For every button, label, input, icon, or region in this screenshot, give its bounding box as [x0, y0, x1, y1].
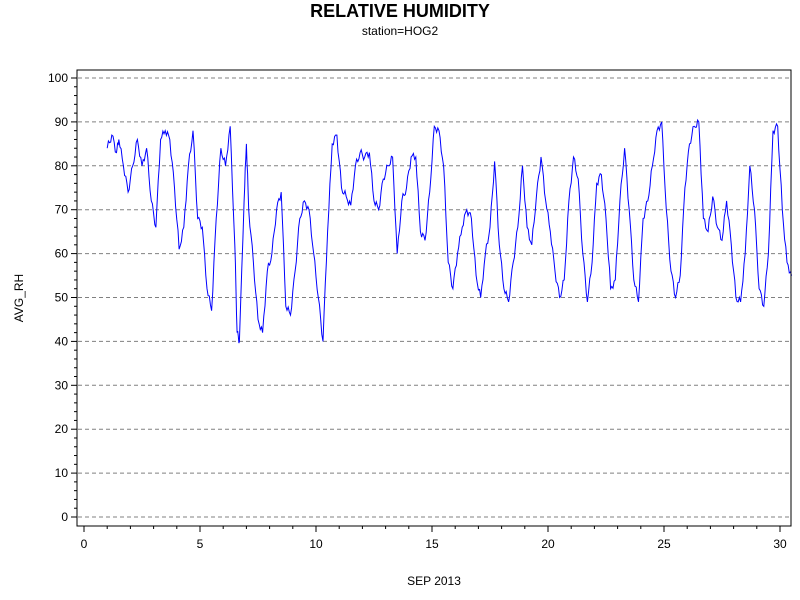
grid-lines: [78, 77, 790, 518]
y-tick-label: 100: [48, 71, 68, 85]
y-tick-label: 90: [55, 115, 69, 129]
y-tick-label: 0: [61, 510, 68, 524]
x-tick-label: 5: [197, 537, 204, 551]
y-tick-label: 80: [55, 159, 69, 173]
y-tick-label: 50: [55, 291, 69, 305]
y-tick-label: 40: [55, 334, 69, 348]
x-tick-label: 20: [541, 537, 555, 551]
series-group: [106, 118, 793, 344]
y-tick-label: 10: [55, 466, 69, 480]
y-tick-label: 70: [55, 203, 69, 217]
x-axis: 0 5 10 15 20 25 30: [81, 526, 787, 551]
x-tick-label: 30: [773, 537, 787, 551]
x-tick-label: 10: [309, 537, 323, 551]
x-tick-label: 25: [657, 537, 671, 551]
chart-subtitle: station=HOG2: [361, 24, 439, 38]
y-tick-label: 30: [55, 378, 69, 392]
y-tick-label: 60: [55, 247, 69, 261]
y-axis-label: AVG_RH: [12, 274, 26, 322]
y-tick-label: 20: [55, 422, 69, 436]
series-line: [106, 118, 793, 344]
x-tick-label: 15: [425, 537, 439, 551]
x-tick-label: 0: [81, 537, 88, 551]
chart-title: RELATIVE HUMIDITY: [310, 1, 490, 21]
y-axis: 0 10 20 30 40 50 60 70 80 90 100: [48, 71, 77, 524]
x-axis-label: SEP 2013: [407, 574, 461, 588]
